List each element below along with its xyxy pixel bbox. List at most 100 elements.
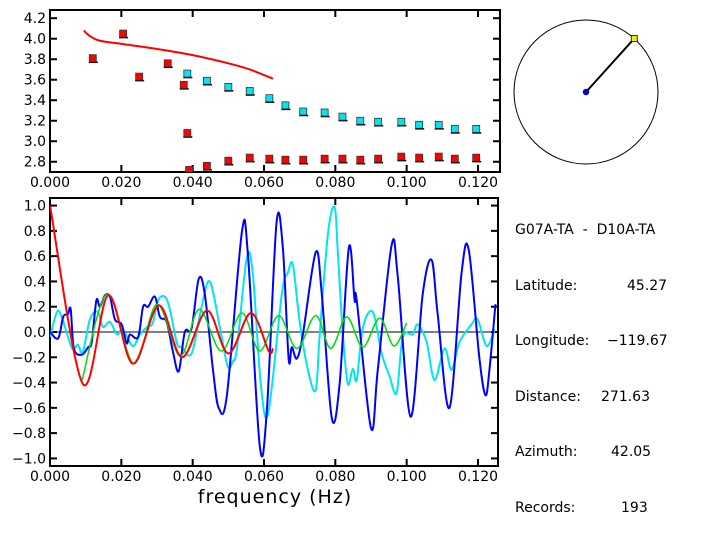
y-tick-label: 0.6: [24, 249, 46, 265]
x-tick-label: 0.020: [101, 469, 141, 485]
red-curve: [50, 205, 274, 387]
x-tick-label: 0.060: [244, 175, 284, 191]
cyan-velocity-point: [338, 112, 347, 121]
y-tick-label: −0.4: [12, 376, 46, 392]
y-tick-label: 2.8: [24, 155, 46, 171]
distance-value: 271.63: [601, 388, 650, 405]
x-tick-label: 0.020: [101, 175, 141, 191]
records-label: Records:: [515, 499, 576, 516]
cyan-velocity-point: [397, 117, 406, 126]
distance-label: Distance:: [515, 388, 581, 405]
station-marker: [582, 88, 590, 96]
x-tick-label: 0.120: [458, 469, 498, 485]
red-velocity-point: [163, 59, 172, 68]
plot-area: [50, 205, 497, 458]
y-tick-label: 0.4: [24, 274, 46, 290]
cyan-velocity-point: [281, 101, 290, 110]
y-tick-label: −0.2: [12, 350, 46, 366]
y-tick-label: 4.0: [24, 32, 46, 48]
red-velocity-point: [119, 29, 128, 38]
cyan-velocity-point: [434, 120, 443, 129]
azimuth-row: Azimuth: 42.05: [515, 443, 655, 462]
red-velocity-point: [185, 166, 194, 172]
y-tick-label: 3.2: [24, 114, 46, 130]
cyan-velocity-point: [183, 69, 192, 78]
red-velocity-point: [415, 153, 424, 162]
cyan-velocity-point: [415, 120, 424, 129]
red-velocity-point: [434, 152, 443, 161]
correlation-figure: 0.000 0.020 0.040 0.060 0.080 0.100 0.120 2.8 3.…: [12, 9, 659, 508]
x-tick-label: 0.040: [173, 175, 213, 191]
y-tick-label: 3.8: [24, 52, 46, 68]
y-tick-label: 3.0: [24, 134, 46, 150]
red-velocity-point: [245, 153, 254, 162]
y-tick-label: 4.2: [24, 11, 46, 27]
longitude-value: −119.67: [607, 333, 668, 349]
latitude-value: 45.27: [627, 277, 668, 294]
x-tick-label: 0.000: [30, 175, 70, 191]
cyan-velocity-point: [320, 108, 329, 117]
records-value: 193: [621, 499, 648, 516]
station-pair-info: G07A-TA - D10A-TA Latitude: 45.27 Longitu…: [515, 184, 668, 536]
y-tick-label: 0.0: [24, 325, 46, 341]
red-velocity-point: [203, 161, 211, 170]
x-tick-label: 0.100: [387, 469, 427, 485]
x-tick-label: 0.040: [173, 469, 213, 485]
x-axis-label: frequency (Hz): [198, 486, 352, 508]
cyan-curve: [50, 205, 496, 419]
x-tick-label: 0.060: [244, 469, 284, 485]
red-velocity-point: [397, 152, 406, 161]
red-velocity-point: [183, 129, 192, 137]
cyan-velocity-point: [299, 107, 308, 116]
red-velocity-point: [179, 80, 188, 89]
x-tick-label: 0.080: [315, 175, 355, 191]
azimuth-value: 42.05: [611, 444, 652, 460]
red-velocity-point: [472, 153, 481, 162]
red-velocity-point: [224, 156, 233, 165]
cyan-velocity-point: [265, 94, 274, 103]
cyan-velocity-point: [224, 82, 233, 91]
red-velocity-point: [88, 54, 97, 63]
records-row: Records: 193: [515, 499, 655, 518]
red-curve: [83, 29, 274, 80]
x-tick-label: 0.120: [458, 175, 498, 191]
red-velocity-point: [356, 155, 365, 164]
y-tick-label: 0.8: [24, 224, 46, 240]
cyan-velocity-point: [203, 76, 211, 85]
cyan-velocity-point: [245, 87, 254, 95]
longitude-row: Longitude: −119.67: [515, 332, 668, 351]
y-tick-label: 3.6: [24, 73, 46, 89]
y-tick-label: −1.0: [12, 451, 46, 467]
red-velocity-point: [374, 154, 383, 163]
x-tick-label: 0.100: [387, 175, 427, 191]
station-pair-title: G07A-TA - D10A-TA: [515, 222, 656, 238]
x-tick-label: 0.080: [315, 469, 355, 485]
plot-correlation: 0.000 0.020 0.040 0.060 0.080 0.100 0.120 −1.0 −…: [12, 197, 499, 485]
latitude-row: Latitude: 45.27: [515, 277, 667, 296]
latitude-label: Latitude:: [515, 277, 578, 294]
red-velocity-point: [320, 154, 329, 163]
y-tick-label: 3.4: [24, 93, 46, 109]
azimuth-label: Azimuth:: [515, 444, 578, 460]
y-tick-label: 1.0: [24, 199, 46, 215]
cyan-velocity-point: [450, 125, 459, 133]
red-velocity-point: [135, 72, 144, 81]
y-tick-label: 0.2: [24, 300, 46, 316]
cyan-velocity-point: [374, 117, 383, 126]
cyan-velocity-point: [472, 125, 481, 133]
plot-frame: [49, 9, 501, 173]
plot-area: [83, 29, 482, 172]
azimuth-line: [585, 37, 635, 93]
y-tick-label: −0.6: [12, 401, 46, 417]
azimuth-circle: [513, 19, 659, 165]
remote-station-marker: [630, 35, 638, 42]
longitude-label: Longitude:: [515, 333, 590, 349]
x-tick-label: 0.000: [30, 469, 70, 485]
red-velocity-point: [338, 154, 347, 163]
cyan-velocity-point: [356, 116, 365, 125]
distance-row: Distance: 271.63: [515, 388, 655, 407]
red-velocity-point: [450, 154, 459, 163]
y-tick-label: −0.8: [12, 426, 46, 442]
red-velocity-point: [299, 155, 308, 164]
plot-dispersion: 0.000 0.020 0.040 0.060 0.080 0.100 0.120 2.8 3.…: [24, 9, 501, 191]
